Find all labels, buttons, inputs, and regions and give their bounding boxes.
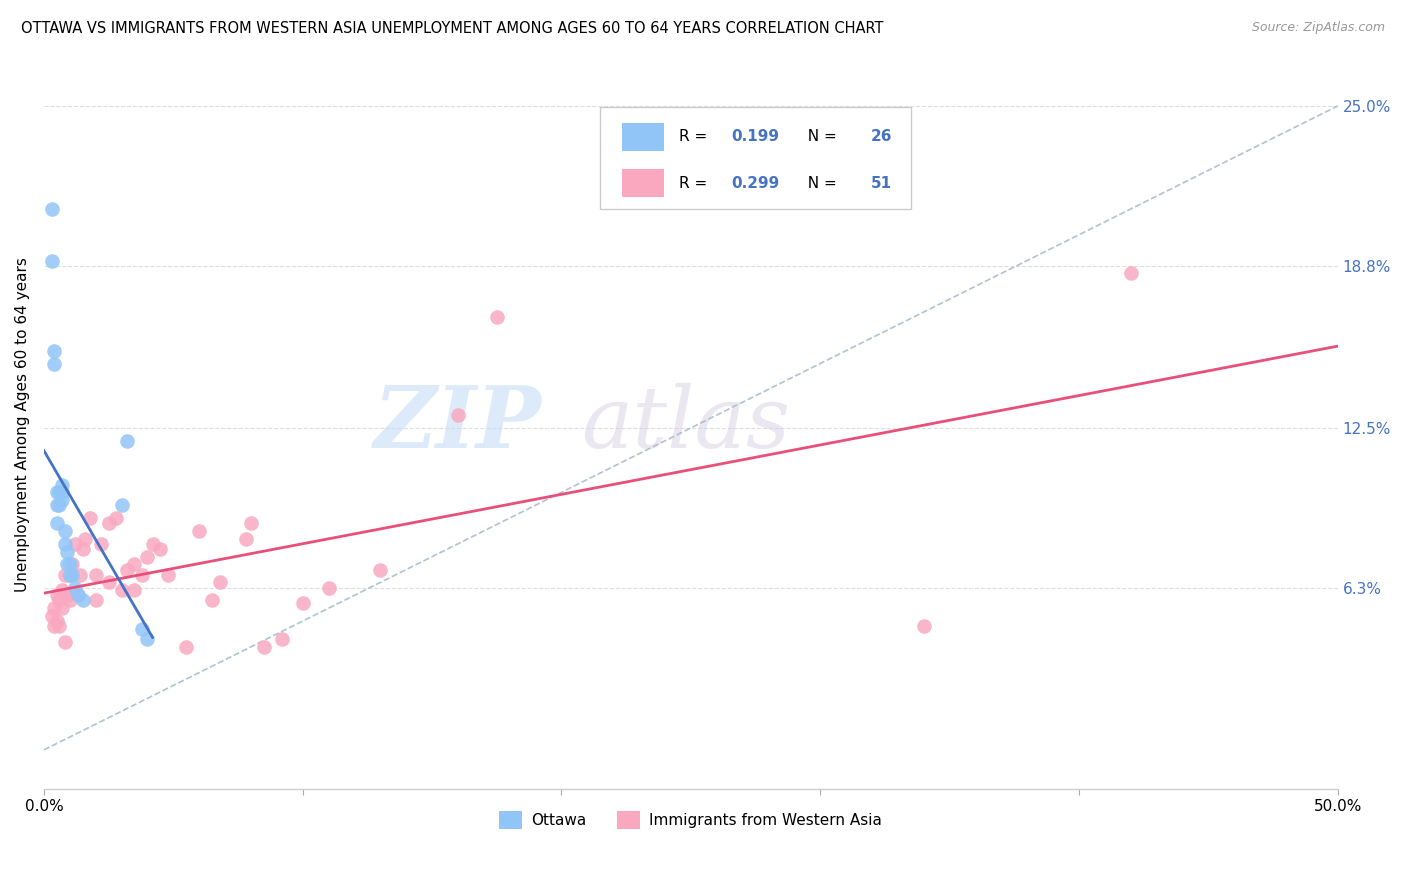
Point [208,575,231,590]
Point [60,558,83,572]
Text: 51: 51 [870,176,891,191]
Point [124,558,146,572]
Point [447,408,470,422]
Text: N =: N = [799,129,842,145]
Point [136,549,159,564]
Point [235,532,257,546]
Point [45,614,67,628]
Point [41,609,63,624]
Text: 26: 26 [870,129,893,145]
Point [59,558,82,572]
Point [69,567,91,582]
Point [201,593,224,607]
Point [131,622,153,636]
Legend: Ottawa, Immigrants from Western Asia: Ottawa, Immigrants from Western Asia [494,805,889,836]
Point [90,537,112,551]
Point [63,581,86,595]
Text: ZIP: ZIP [374,383,543,466]
Point [174,640,197,654]
FancyBboxPatch shape [600,107,911,209]
Point [84,593,107,607]
Text: R =: R = [679,129,713,145]
Point [44,619,66,633]
Point [271,632,294,647]
Point [56,588,79,602]
Bar [623,169,664,196]
Point [56,558,79,572]
Text: OTTAWA VS IMMIGRANTS FROM WESTERN ASIA UNEMPLOYMENT AMONG AGES 60 TO 64 YEARS CO: OTTAWA VS IMMIGRANTS FROM WESTERN ASIA U… [21,21,883,36]
Point [97,516,120,531]
Text: N =: N = [799,176,842,191]
Point [485,310,508,325]
Point [56,544,79,558]
Point [1119,266,1142,280]
Point [115,563,138,577]
Point [51,477,73,491]
Point [53,537,76,551]
Point [45,485,67,500]
Point [318,581,340,595]
Point [188,524,211,538]
Point [131,567,153,582]
Point [124,583,146,598]
Point [53,634,76,648]
Point [142,537,165,551]
Y-axis label: Unemployment Among Ages 60 to 64 years: Unemployment Among Ages 60 to 64 years [15,257,30,591]
Bar [623,123,664,151]
Text: Source: ZipAtlas.com: Source: ZipAtlas.com [1251,21,1385,34]
Point [41,202,63,216]
Point [48,485,70,500]
Text: atlas: atlas [581,383,790,466]
Point [239,516,262,531]
Point [291,596,314,610]
Text: 0.199: 0.199 [731,129,779,145]
Point [66,588,89,602]
Point [51,583,73,598]
Point [75,532,97,546]
Point [53,567,76,582]
Point [51,601,73,615]
Point [59,593,82,607]
Point [44,601,66,615]
Point [48,593,70,607]
Point [45,588,67,602]
Point [48,619,70,633]
Point [105,511,128,525]
Point [51,493,73,508]
Point [48,498,70,512]
Point [44,343,66,358]
Point [53,524,76,538]
Point [136,632,159,647]
Point [45,498,67,512]
Point [157,567,180,582]
Text: 0.299: 0.299 [731,176,779,191]
Point [149,541,172,556]
Point [253,640,276,654]
Point [110,583,132,598]
Text: R =: R = [679,176,713,191]
Point [51,485,73,500]
Point [110,498,132,512]
Point [60,567,83,582]
Point [66,588,89,602]
Point [84,567,107,582]
Point [72,541,94,556]
Point [45,516,67,531]
Point [44,357,66,371]
Point [115,434,138,448]
Point [912,619,935,633]
Point [79,511,101,525]
Point [97,575,120,590]
Point [59,567,82,582]
Point [63,537,86,551]
Point [59,567,82,582]
Point [368,563,391,577]
Point [72,593,94,607]
Point [41,253,63,268]
